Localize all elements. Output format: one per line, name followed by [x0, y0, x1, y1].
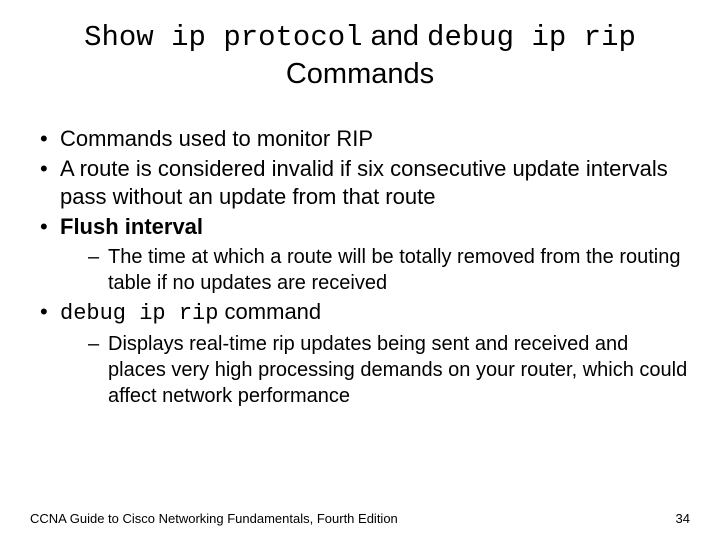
bullet-text: Flush interval — [60, 214, 203, 239]
list-item: Flush interval The time at which a route… — [38, 213, 690, 296]
title-suffix: Commands — [286, 58, 434, 90]
list-item: Displays real-time rip updates being sen… — [88, 332, 690, 409]
sub-list: Displays real-time rip updates being sen… — [60, 332, 690, 409]
bullet-mono: debug ip rip — [60, 301, 218, 326]
bullet-tail: command — [218, 299, 321, 324]
title-mono-2: debug ip rip — [427, 21, 636, 54]
title-mono-1: Show ip protocol — [84, 21, 362, 54]
bullet-list: Commands used to monitor RIP A route is … — [30, 125, 690, 410]
bullet-text: Commands used to monitor RIP — [60, 126, 373, 151]
slide-footer: CCNA Guide to Cisco Networking Fundament… — [30, 511, 690, 526]
list-item: A route is considered invalid if six con… — [38, 155, 690, 211]
list-item: debug ip rip command Displays real-time … — [38, 298, 690, 409]
title-and: and — [363, 20, 428, 52]
sub-text: Displays real-time rip updates being sen… — [108, 333, 687, 406]
slide-title: Show ip protocol and debug ip rip Comman… — [30, 18, 690, 93]
list-item: Commands used to monitor RIP — [38, 125, 690, 153]
list-item: The time at which a route will be totall… — [88, 245, 690, 296]
footer-left: CCNA Guide to Cisco Networking Fundament… — [30, 511, 398, 526]
sub-text: The time at which a route will be totall… — [108, 246, 680, 294]
sub-list: The time at which a route will be totall… — [60, 245, 690, 296]
bullet-text: A route is considered invalid if six con… — [60, 156, 668, 209]
footer-page-number: 34 — [676, 511, 690, 526]
